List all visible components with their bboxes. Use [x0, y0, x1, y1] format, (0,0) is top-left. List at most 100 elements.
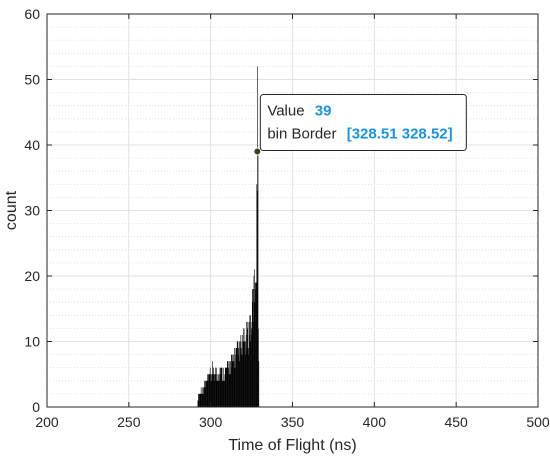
- histogram-bar: [205, 380, 207, 407]
- histogram-bar: [241, 341, 243, 407]
- histogram-bar: [227, 361, 229, 407]
- histogram-bar: [214, 374, 216, 407]
- histogram-bar: [235, 354, 236, 407]
- histogram-bar: [229, 374, 231, 407]
- histogram-bar: [204, 387, 206, 407]
- histogram-bar: [228, 374, 230, 407]
- histogram-bar: [219, 367, 221, 407]
- histogram-bar: [226, 367, 227, 407]
- histogram-bar: [245, 341, 246, 407]
- histogram-bar: [224, 374, 226, 407]
- histogram-bar: [201, 393, 203, 407]
- histogram-bar: [201, 393, 202, 407]
- datatip-value-label: Value: [267, 103, 304, 120]
- histogram-bar: [244, 341, 246, 407]
- histogram-bar: [222, 380, 223, 407]
- x-tick-label: 200: [35, 414, 59, 430]
- datatip-bin-label: bin Border: [267, 126, 336, 143]
- histogram-bar: [216, 380, 217, 407]
- histogram-bar: [239, 341, 241, 407]
- histogram-bar: [240, 334, 242, 407]
- histogram-bar: [220, 367, 222, 407]
- histogram-bar: [245, 334, 247, 407]
- histogram-bar: [217, 380, 218, 407]
- histogram-bar: [210, 374, 211, 407]
- histogram-bar: [199, 393, 200, 407]
- histogram-bar: [212, 361, 213, 407]
- histogram-bar: [250, 315, 251, 407]
- histogram-bar: [209, 374, 210, 407]
- histogram-bar: [232, 361, 234, 407]
- histogram-bar: [247, 321, 249, 407]
- histogram-bar: [199, 393, 201, 407]
- histogram-bar: [221, 367, 223, 407]
- histogram-bar: [254, 282, 256, 407]
- histogram-bar: [257, 151, 259, 407]
- histogram-bar: [223, 380, 224, 407]
- histogram-bar: [209, 367, 211, 407]
- histogram-bar: [220, 367, 222, 407]
- histogram-bar: [224, 367, 226, 407]
- histogram-bar: [208, 374, 210, 407]
- histogram-bar: [222, 380, 224, 407]
- histogram-bar: [244, 341, 245, 407]
- histogram-bar: [236, 341, 238, 407]
- histogram-bar: [197, 400, 199, 407]
- histogram-bar: [253, 276, 255, 407]
- histogram-bar: [247, 348, 249, 407]
- histogram-bar: [243, 328, 244, 407]
- datatip[interactable]: Value 39 bin Border [328.51 328.52]: [253, 94, 467, 156]
- y-tick-label: 0: [32, 399, 40, 415]
- histogram-bar: [227, 361, 229, 407]
- histogram-bar: [226, 367, 228, 407]
- histogram-bar: [236, 348, 238, 407]
- histogram-bar: [228, 367, 229, 407]
- histogram-bar: [240, 354, 242, 407]
- datatip-marker[interactable]: [253, 147, 262, 156]
- histogram-bar: [249, 341, 251, 407]
- histogram-bar: [241, 348, 242, 407]
- histogram-bar: [255, 282, 257, 407]
- histogram-bar: [222, 367, 224, 407]
- histogram-bar: [248, 321, 250, 407]
- y-axis-label: count: [3, 190, 20, 230]
- x-tick-label: 400: [363, 414, 387, 430]
- histogram-bar: [205, 387, 206, 407]
- histogram-bar: [214, 380, 215, 407]
- histogram-bar: [207, 374, 209, 407]
- x-tick-label: 250: [117, 414, 141, 430]
- histogram-bar: [256, 184, 258, 407]
- histogram-bar: [246, 348, 248, 407]
- histogram-bar: [238, 348, 240, 407]
- histogram-bar: [254, 302, 256, 407]
- histogram-bar: [213, 374, 215, 407]
- histogram-bar: [219, 374, 220, 407]
- histogram-bar: [213, 374, 215, 407]
- histogram-bar: [221, 367, 222, 407]
- histogram-bar: [242, 341, 244, 407]
- histogram-bar: [248, 354, 249, 407]
- histogram-bar: [243, 328, 245, 407]
- histogram-bar: [258, 361, 260, 407]
- datatip-value: 39: [315, 103, 332, 120]
- histogram-bar: [253, 321, 254, 407]
- histogram-bar: [200, 387, 202, 407]
- y-tick-label: 20: [24, 268, 40, 284]
- histogram-bar: [223, 380, 225, 407]
- y-tick-label: 30: [24, 203, 40, 219]
- histogram-bar: [251, 289, 253, 407]
- histogram-bar: [251, 334, 252, 407]
- y-tick-label: 50: [24, 72, 40, 88]
- histogram-bar: [204, 380, 206, 407]
- histogram-bar: [229, 361, 230, 407]
- histogram-bar: [211, 374, 213, 407]
- histogram-bar: [198, 393, 200, 407]
- histogram-bar: [225, 367, 227, 407]
- histogram-bar: [215, 374, 217, 407]
- histogram-bar: [256, 190, 258, 407]
- histogram-bar: [252, 302, 254, 407]
- histogram-bar: [242, 334, 243, 407]
- histogram-bar: [258, 328, 259, 407]
- x-axis-label: Time of Flight (ns): [228, 437, 356, 454]
